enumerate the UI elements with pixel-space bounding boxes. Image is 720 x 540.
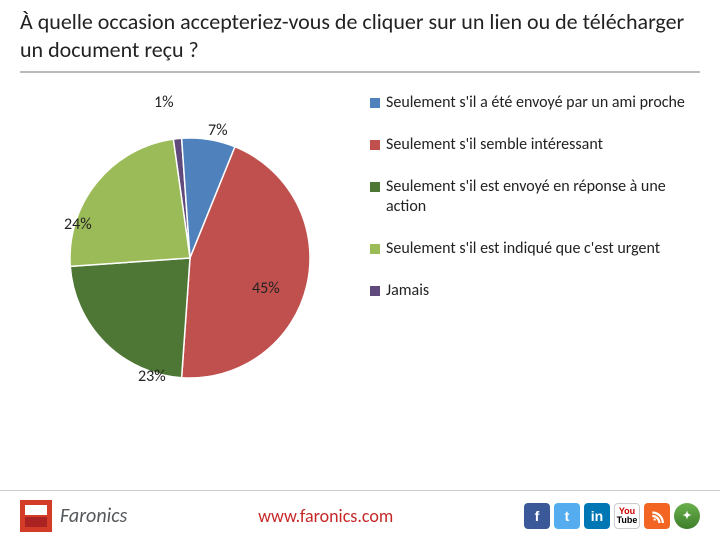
legend: Seulement s'il a été envoyé par un ami p… <box>360 83 700 423</box>
legend-swatch-icon <box>370 286 380 296</box>
legend-text: Jamais <box>386 281 429 301</box>
legend-text: Seulement s'il est envoyé en réponse à u… <box>386 177 700 217</box>
page-title: À quelle occasion accepteriez-vous de cl… <box>20 8 700 63</box>
footer-social: f t in YouTube ✦ <box>524 503 700 529</box>
legend-item: Seulement s'il est envoyé en réponse à u… <box>370 177 700 217</box>
legend-swatch-icon <box>370 140 380 150</box>
twitter-icon[interactable]: t <box>554 503 580 529</box>
pie-slice-urgent <box>70 139 190 266</box>
footer-url[interactable]: www.faronics.com <box>258 505 393 527</box>
slice-label-45: 45% <box>252 279 280 298</box>
footer: Faronics www.faronics.com f t in YouTube… <box>0 490 720 540</box>
facebook-icon[interactable]: f <box>524 503 550 529</box>
slice-label-1: 1% <box>154 93 174 112</box>
slice-label-7: 7% <box>208 121 228 140</box>
legend-swatch-icon <box>370 182 380 192</box>
youtube-icon[interactable]: YouTube <box>614 503 640 529</box>
legend-text: Seulement s'il est indiqué que c'est urg… <box>386 239 660 259</box>
legend-item: Seulement s'il semble intéressant <box>370 135 700 155</box>
pie-svg <box>20 83 360 423</box>
pie-slice-reponse <box>70 258 190 378</box>
legend-text: Seulement s'il semble intéressant <box>386 135 603 155</box>
legend-text: Seulement s'il a été envoyé par un ami p… <box>386 93 685 113</box>
rss-icon[interactable] <box>644 503 670 529</box>
legend-swatch-icon <box>370 98 380 108</box>
green-circle-icon[interactable]: ✦ <box>674 503 700 529</box>
legend-item: Seulement s'il a été envoyé par un ami p… <box>370 93 700 113</box>
footer-brand: Faronics <box>20 500 127 532</box>
brand-logo-icon <box>20 500 52 532</box>
legend-item: Jamais <box>370 281 700 301</box>
legend-swatch-icon <box>370 244 380 254</box>
slice-label-24: 24% <box>64 215 92 234</box>
pie-chart: 1% 7% 45% 23% 24% <box>20 83 360 423</box>
title-area: À quelle occasion accepteriez-vous de cl… <box>0 0 720 67</box>
brand-name: Faronics <box>60 504 127 528</box>
legend-item: Seulement s'il est indiqué que c'est urg… <box>370 239 700 259</box>
linkedin-icon[interactable]: in <box>584 503 610 529</box>
content-row: 1% 7% 45% 23% 24% Seulement s'il a été e… <box>0 73 720 423</box>
slice-label-23: 23% <box>138 367 166 386</box>
